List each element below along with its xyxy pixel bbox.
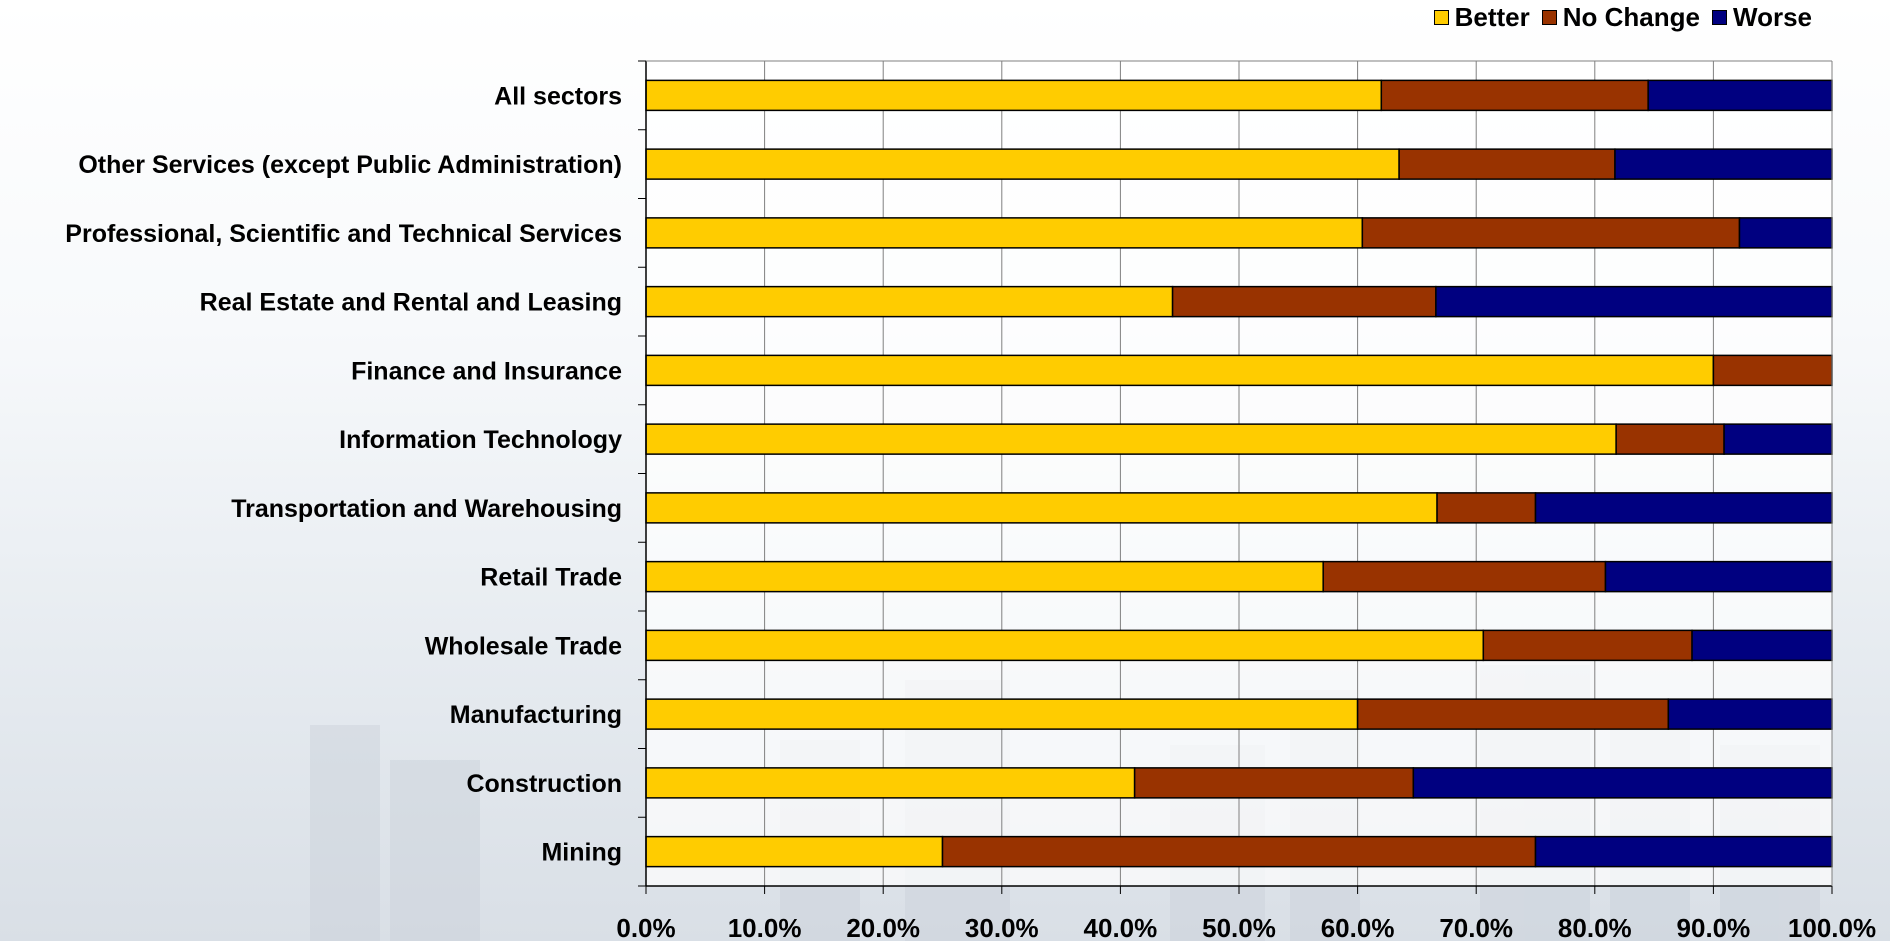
category-label: Wholesale Trade: [425, 632, 622, 660]
x-tick-label: 60.0%: [1321, 913, 1395, 941]
bar-segment-worse: [1534, 492, 1833, 524]
category-label: All sectors: [494, 82, 622, 110]
bar-segment-better: [645, 629, 1485, 662]
bar-segment-worse: [1647, 79, 1833, 112]
x-tick-label: 20.0%: [846, 913, 920, 941]
bar-segment-better: [645, 835, 944, 868]
category-label: Finance and Insurance: [351, 357, 622, 385]
x-tick-label: 100.0%: [1788, 913, 1876, 941]
legend-swatch-better: [1433, 10, 1449, 25]
legend-item-no-change: No Change: [1541, 2, 1700, 33]
bar-segment-better: [645, 423, 1617, 455]
bar-segment-worse: [1412, 767, 1833, 799]
bar-segment-no-change: [1322, 560, 1607, 593]
x-tick-label: 0.0%: [616, 913, 675, 941]
bar-segment-better: [645, 285, 1174, 318]
bar-segment-no-change: [1615, 423, 1725, 455]
bar-segment-better: [645, 217, 1364, 249]
chart-legend: Better No Change Worse: [1433, 2, 1812, 33]
bar-segment-worse: [1738, 217, 1833, 249]
category-label: Retail Trade: [480, 564, 622, 592]
bar-segment-better: [645, 767, 1136, 799]
bar-segment-worse: [1614, 148, 1833, 180]
bar-segment-worse: [1667, 698, 1833, 730]
legend-item-better: Better: [1433, 2, 1530, 33]
bar-segment-no-change: [1712, 354, 1833, 387]
category-label: Real Estate and Rental and Leasing: [200, 289, 622, 317]
x-tick-label: 40.0%: [1084, 913, 1158, 941]
legend-label-worse: Worse: [1733, 2, 1812, 32]
x-tick-label: 70.0%: [1439, 913, 1513, 941]
legend-label-no-change: No Change: [1562, 2, 1700, 32]
bar-segment-no-change: [1380, 79, 1649, 112]
bar-segment-no-change: [1361, 217, 1741, 249]
x-tick-label: 50.0%: [1202, 913, 1276, 941]
bar-segment-no-change: [1482, 629, 1693, 662]
category-label: Professional, Scientific and Technical S…: [65, 220, 622, 248]
bar-segment-worse: [1723, 423, 1833, 455]
bar-segment-better: [645, 354, 1715, 387]
legend-swatch-worse: [1712, 10, 1727, 25]
legend-item-worse: Worse: [1712, 2, 1812, 33]
x-tick-label: 80.0%: [1558, 913, 1632, 941]
category-label: Construction: [466, 770, 622, 798]
category-label: Mining: [541, 839, 622, 867]
legend-label-better: Better: [1454, 2, 1530, 32]
bar-segment-better: [645, 560, 1324, 593]
category-label: Other Services (except Public Administra…: [78, 151, 622, 179]
bar-segment-no-change: [1436, 492, 1537, 524]
category-label: Transportation and Warehousing: [231, 495, 622, 523]
bar-segment-no-change: [1356, 698, 1670, 730]
bar-segment-no-change: [1171, 285, 1437, 318]
bar-segment-worse: [1691, 629, 1833, 662]
x-tick-label: 90.0%: [1677, 913, 1751, 941]
bar-segment-no-change: [1398, 148, 1616, 180]
category-label: Information Technology: [339, 426, 622, 454]
bar-segment-better: [645, 79, 1383, 112]
bar-segment-better: [645, 492, 1438, 524]
bar-segment-no-change: [1133, 767, 1415, 799]
bar-segment-no-change: [941, 835, 1537, 868]
bar-segment-better: [645, 148, 1400, 180]
category-label: Manufacturing: [450, 701, 622, 729]
bar-segment-worse: [1604, 560, 1833, 593]
bar-segment-worse: [1534, 835, 1833, 868]
bar-segment-better: [645, 698, 1359, 730]
x-tick-label: 10.0%: [728, 913, 802, 941]
x-tick-label: 30.0%: [965, 913, 1039, 941]
legend-swatch-no-change: [1541, 10, 1557, 25]
bar-segment-worse: [1435, 285, 1833, 318]
